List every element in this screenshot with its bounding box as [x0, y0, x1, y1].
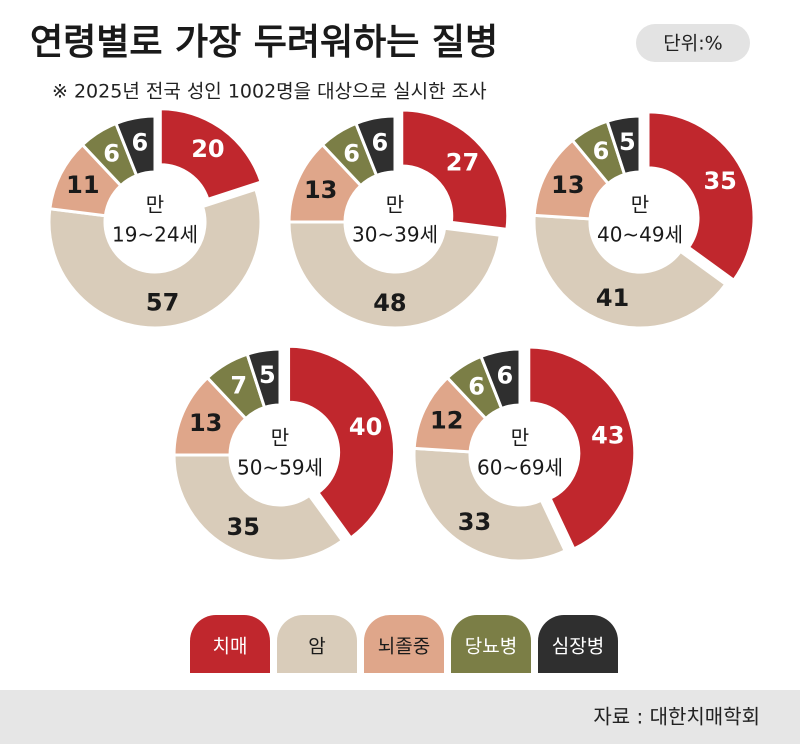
data-label: 13	[189, 409, 222, 437]
data-label: 11	[66, 171, 99, 199]
center-label: 40~49세	[597, 223, 683, 247]
legend-label: 암	[308, 636, 325, 658]
data-label: 13	[304, 176, 337, 204]
data-label: 6	[468, 373, 485, 401]
donut-segment	[400, 108, 510, 232]
data-label: 13	[551, 171, 584, 199]
legend-label: 심장병	[552, 636, 604, 658]
source: 자료 : 대한치매학회	[593, 705, 760, 729]
center-label: 만	[631, 193, 649, 217]
unit-pill	[636, 24, 750, 62]
data-label: 12	[430, 407, 463, 435]
donut-segment	[605, 114, 642, 177]
legend-label: 치매	[213, 636, 248, 658]
center-label: 30~39세	[352, 223, 438, 247]
legend-label: 당뇨병	[465, 636, 517, 658]
note: ※ 2025년 전국 성인 1002명을 대상으로 실시한 조사	[52, 81, 487, 103]
donut-segment	[527, 345, 637, 551]
legend-swatch	[538, 615, 618, 673]
source-bar	[0, 690, 800, 744]
data-label: 27	[446, 148, 479, 176]
center-label: 19~24세	[112, 223, 198, 247]
center-label: 만	[386, 193, 404, 217]
data-label: 5	[259, 361, 276, 389]
data-label: 35	[703, 167, 736, 195]
legend-swatch	[364, 615, 444, 673]
data-label: 6	[103, 140, 120, 168]
donut-segment	[479, 347, 522, 411]
data-label: 43	[591, 421, 624, 449]
donut-segment	[412, 446, 568, 563]
donut-segment	[354, 114, 397, 178]
legend-swatch	[190, 615, 270, 673]
data-label: 41	[596, 284, 629, 312]
center-label: 만	[511, 426, 529, 450]
donut-segment	[245, 347, 282, 410]
donut-segment	[47, 187, 263, 330]
data-label: 5	[619, 128, 636, 156]
data-label: 6	[593, 137, 610, 165]
donut-segment	[646, 110, 756, 283]
data-label: 7	[230, 371, 247, 399]
center-label: 만	[271, 426, 289, 450]
legend: 치매 암 뇌졸중 당뇨병 심장병	[190, 615, 618, 673]
data-label: 20	[191, 135, 224, 163]
center-label: 50~59세	[237, 456, 323, 480]
data-label: 48	[373, 289, 406, 317]
title: 연령별로 가장 두려워하는 질병	[30, 22, 498, 63]
donut-segment	[158, 107, 263, 202]
data-label: 6	[496, 361, 513, 389]
unit: 단위:%	[663, 33, 722, 55]
data-label: 6	[371, 128, 388, 156]
legend-label: 뇌졸중	[378, 636, 430, 658]
data-label: 40	[349, 413, 382, 441]
center-label: 만	[146, 193, 164, 217]
data-label: 33	[458, 508, 491, 536]
data-label: 6	[343, 140, 360, 168]
legend-swatch	[277, 615, 357, 673]
legend-swatch	[451, 615, 531, 673]
donut-segment	[114, 114, 157, 178]
center-label: 60~69세	[477, 456, 563, 480]
donut-segment	[287, 220, 502, 330]
donut-segment	[287, 344, 397, 541]
data-label: 6	[131, 128, 148, 156]
data-label: 57	[146, 289, 179, 317]
data-label: 35	[227, 513, 260, 541]
donut-segment	[172, 453, 345, 563]
donut-segment	[532, 213, 728, 330]
